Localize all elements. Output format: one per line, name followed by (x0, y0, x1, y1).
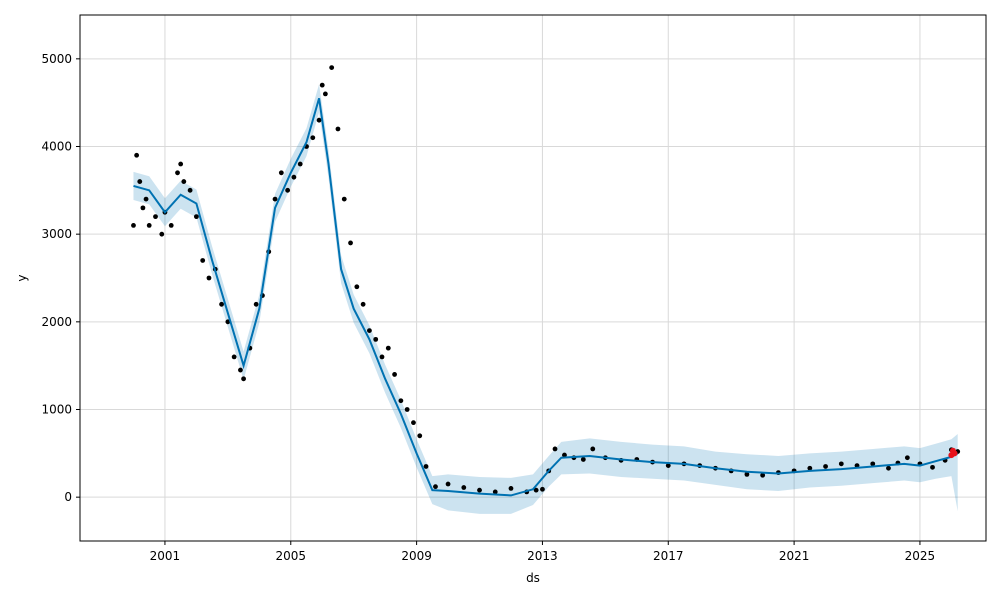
observed-point (423, 464, 429, 469)
observed-point (137, 179, 143, 184)
observed-point (417, 433, 423, 439)
observed-point (134, 152, 140, 158)
observed-point (193, 214, 199, 220)
observed-point (206, 275, 212, 281)
observed-point (411, 420, 416, 426)
observed-point (291, 174, 297, 180)
observed-point (278, 170, 284, 176)
observed-point (241, 376, 246, 382)
observed-point (335, 126, 341, 132)
observed-point (146, 223, 152, 228)
observed-point (354, 284, 360, 290)
observed-point (580, 457, 586, 462)
observed-point (807, 465, 813, 471)
observed-point (398, 398, 404, 404)
x-axis-ticks: 2001 2005 2009 2013 2017 2021 2025 (150, 541, 936, 563)
observed-point (329, 65, 335, 70)
x-tick-label: 2013 (527, 549, 558, 563)
observed-point (219, 301, 224, 307)
observed-point (297, 161, 303, 167)
x-tick-label: 2017 (653, 549, 684, 563)
observed-point (178, 161, 184, 167)
observed-point (492, 489, 498, 495)
observed-point (533, 487, 539, 493)
highlight-points-group (948, 447, 958, 459)
x-axis-label: ds (526, 571, 540, 585)
observed-point (341, 196, 347, 202)
y-tick-label: 2000 (41, 315, 72, 329)
observed-point (744, 471, 750, 477)
observed-point (272, 196, 278, 202)
observed-point (153, 214, 158, 220)
observed-point (433, 484, 438, 490)
x-tick-label: 2025 (905, 549, 936, 563)
plot-frame (79, 14, 987, 542)
y-tick-label: 4000 (41, 140, 72, 154)
observed-point (225, 319, 231, 325)
x-tick-label: 2021 (779, 549, 810, 563)
observed-point (168, 223, 174, 228)
observed-point (159, 231, 165, 237)
observed-point (379, 354, 385, 360)
observed-point (477, 487, 482, 493)
observed-point (285, 187, 291, 193)
y-tick-label: 3000 (41, 227, 72, 241)
y-axis-ticks: 0 1000 2000 3000 4000 5000 (41, 52, 80, 504)
observed-point (508, 486, 514, 491)
y-tick-label: 0 (64, 490, 72, 504)
observed-point (253, 301, 259, 307)
grid-lines (80, 15, 986, 541)
observed-point (904, 455, 910, 461)
y-axis-label: y (15, 274, 29, 281)
observed-point (319, 82, 325, 88)
observed-point (760, 472, 766, 478)
observed-point (360, 301, 366, 307)
x-tick-label: 2009 (401, 549, 432, 563)
observed-point (540, 486, 545, 492)
observed-point (552, 446, 558, 452)
observed-point (140, 205, 146, 211)
observed-point (930, 464, 935, 470)
observed-point (838, 461, 844, 467)
y-tick-label: 1000 (41, 403, 72, 417)
observed-point (143, 196, 149, 202)
x-tick-label: 2001 (150, 549, 181, 563)
observed-point (404, 407, 410, 412)
observed-point (445, 481, 451, 487)
observed-point (187, 187, 193, 193)
observed-point (348, 240, 353, 246)
observed-point (562, 452, 567, 458)
observed-point (367, 328, 372, 333)
observed-point (392, 372, 397, 377)
observed-point (373, 336, 379, 342)
trend-line-group (133, 98, 959, 497)
observed-point (461, 485, 467, 490)
observed-point (322, 91, 328, 97)
observed-point (231, 354, 237, 360)
observed-point (316, 117, 322, 123)
observed-point (200, 258, 206, 263)
observed-point (238, 367, 243, 373)
observed-point (181, 179, 187, 184)
observed-point (131, 223, 136, 228)
observed-point (175, 170, 180, 176)
trend-line (133, 98, 959, 497)
x-tick-label: 2005 (275, 549, 306, 563)
observed-point (823, 464, 828, 469)
uncertainty-band-group (133, 84, 958, 514)
observed-point (590, 446, 596, 452)
observed-point (886, 465, 891, 471)
y-tick-label: 5000 (41, 52, 72, 66)
uncertainty-band (133, 84, 958, 514)
observed-point (665, 463, 671, 469)
observed-point (870, 461, 876, 467)
highlight-point (951, 450, 958, 457)
observed-point (385, 345, 391, 351)
observed-point (310, 135, 316, 141)
